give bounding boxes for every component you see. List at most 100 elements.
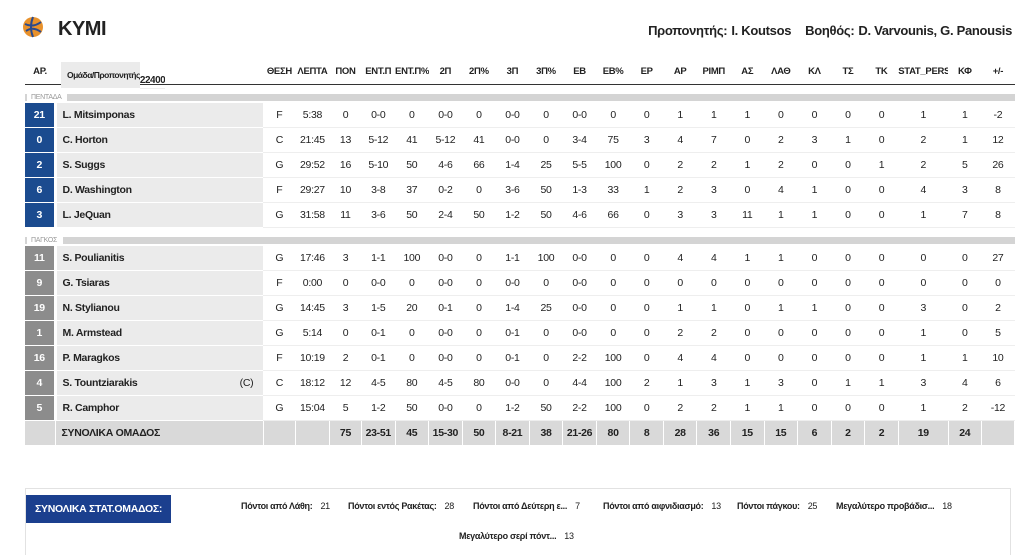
stat-cell [295,421,330,445]
team-stat-value: 21 [320,501,330,511]
stat-cell: 0 [948,320,982,346]
stat-cell: 0 [797,246,832,271]
team-stats-button[interactable]: ΣΥΝΟΛΙΚΑ ΣΤΑΤ.ΟΜΑΔΟΣ: [26,495,171,523]
column-header[interactable]: ΤΚ [864,58,899,85]
player-name[interactable]: R. Camphor [62,402,120,414]
column-header[interactable]: ΑΣ [730,58,765,85]
stat-cell: 4 [764,177,798,203]
stat-cell: 0 [462,103,496,128]
stat-cell: 0 [596,320,630,346]
team-stat-value: 13 [564,531,574,541]
stat-cell: 26 [981,152,1015,178]
column-header[interactable]: STAT_PERS... [898,58,949,85]
column-header[interactable]: 2Π [428,58,463,85]
stat-cell: 7 [696,127,731,153]
column-header[interactable]: ΚΦ [948,58,982,85]
player-name[interactable]: S. Tountziarakis [62,377,138,389]
stat-cell: 0 [696,270,731,296]
column-header[interactable]: ΑΡ [663,58,697,85]
stat-cell: 1 [831,370,865,396]
stat-cell: 2 [981,295,1015,321]
stat-cell: 50 [529,202,563,228]
stat-cell: 21-26 [562,421,597,445]
stat-cell: 0-0 [361,270,396,296]
stat-cell: 0 [864,177,899,203]
column-header[interactable]: ΕΡ [629,58,664,85]
column-header[interactable]: 3Π [495,58,530,85]
stat-cell: 16 [329,152,362,178]
column-header[interactable]: 3Π% [529,58,563,85]
column-header[interactable]: 2Π% [462,58,496,85]
stat-cell: 0 [462,320,496,346]
player-row: 5 R. Camphor G 15:04 5 1-2 50 0-0 0 1-2 50 2-2 100 0 2… [25,395,1015,421]
column-header[interactable]: ΑΡ. [25,58,56,85]
column-header[interactable]: ΛΕΠΤΑ [295,58,330,85]
player-name[interactable]: S. Poulianitis [62,252,125,264]
stat-cell: 1 [730,395,765,421]
stat-cell: 0 [462,395,496,421]
stat-cell: 1 [898,202,949,228]
stat-cell: 0-0 [562,103,597,128]
stat-cell: 0 [797,103,832,128]
player-cell: D. Washington [55,177,264,203]
column-header[interactable]: ΤΣ [831,58,865,85]
stat-cell: 2 [898,152,949,178]
player-name[interactable]: C. Horton [62,134,108,146]
stat-cell: 0 [329,270,362,296]
column-header[interactable]: ΠΟΝ [329,58,362,85]
player-row: 19 N. Stylianou G 14:45 3 1-5 20 0-1 0 1-4 25 0-0 0 0… [25,295,1015,321]
column-header[interactable]: ΕΒ [562,58,597,85]
player-name[interactable]: D. Washington [62,184,133,196]
team-stat: Πόντοι από Δεύτερη ε... 7 [473,501,580,511]
stat-cell: 3 [898,370,949,396]
stat-cell: F [263,103,296,128]
stat-cell: 0 [831,295,865,321]
stat-cell: 0 [529,270,563,296]
column-header[interactable]: ΘΕΣΗ [263,58,296,85]
stat-cell: 0 [864,345,899,371]
player-name[interactable]: L. Mitsimponas [62,109,136,121]
stat-cell: 0-1 [361,320,396,346]
stat-cell: F [263,345,296,371]
stat-cell: 0 [395,270,429,296]
stat-cell: 5-12 [428,127,463,153]
stat-cell: 1 [898,103,949,128]
stat-cell: 15-30 [428,421,463,445]
column-header[interactable]: ΕΒ% [596,58,630,85]
column-header[interactable]: ΕΝΤ.Π [361,58,396,85]
stat-cell: 3-8 [361,177,396,203]
stat-cell: C [263,370,296,396]
stat-cell: 0 [831,246,865,271]
stat-cell: 2 [764,127,798,153]
column-header[interactable]: +/- [981,58,1015,85]
stat-cell: 1 [898,320,949,346]
stat-cell: 20 [395,295,429,321]
stat-cell: 5:14 [295,320,330,346]
column-header[interactable]: ΛΑΘ [764,58,798,85]
team-stat-label: Πόντοι πάγκου: [737,501,800,511]
stat-cell: 0 [831,395,865,421]
column-header[interactable]: ΡΙΜΠ [696,58,731,85]
player-cell: R. Camphor [55,395,264,421]
stat-cell: 3-4 [562,127,597,153]
stat-cell: 0 [797,152,832,178]
player-name[interactable]: L. JeQuan [62,209,111,221]
stat-cell: 0 [663,270,697,296]
stat-cell: 0 [730,295,765,321]
stat-cell: 4-6 [562,202,597,228]
player-name[interactable]: S. Suggs [62,159,106,171]
column-header[interactable]: ΕΝΤ.Π% [395,58,429,85]
player-name[interactable]: P. Maragkos [62,352,121,364]
section-cell: ΠΕΝΤΑΔΑ [25,85,1015,104]
player-name[interactable]: N. Stylianou [62,302,120,314]
stat-cell: 1-3 [562,177,597,203]
column-header[interactable]: ΚΛ [797,58,832,85]
player-name[interactable]: M. Armstead [62,327,123,339]
stat-cell: 0 [629,246,664,271]
player-cell: C. Horton [55,127,264,153]
stat-cell: 27 [981,246,1015,271]
player-name[interactable]: G. Tsiaras [62,277,110,289]
stat-cell: 0 [831,177,865,203]
stat-cell: 6 [797,421,832,445]
stat-cell: 0 [596,270,630,296]
